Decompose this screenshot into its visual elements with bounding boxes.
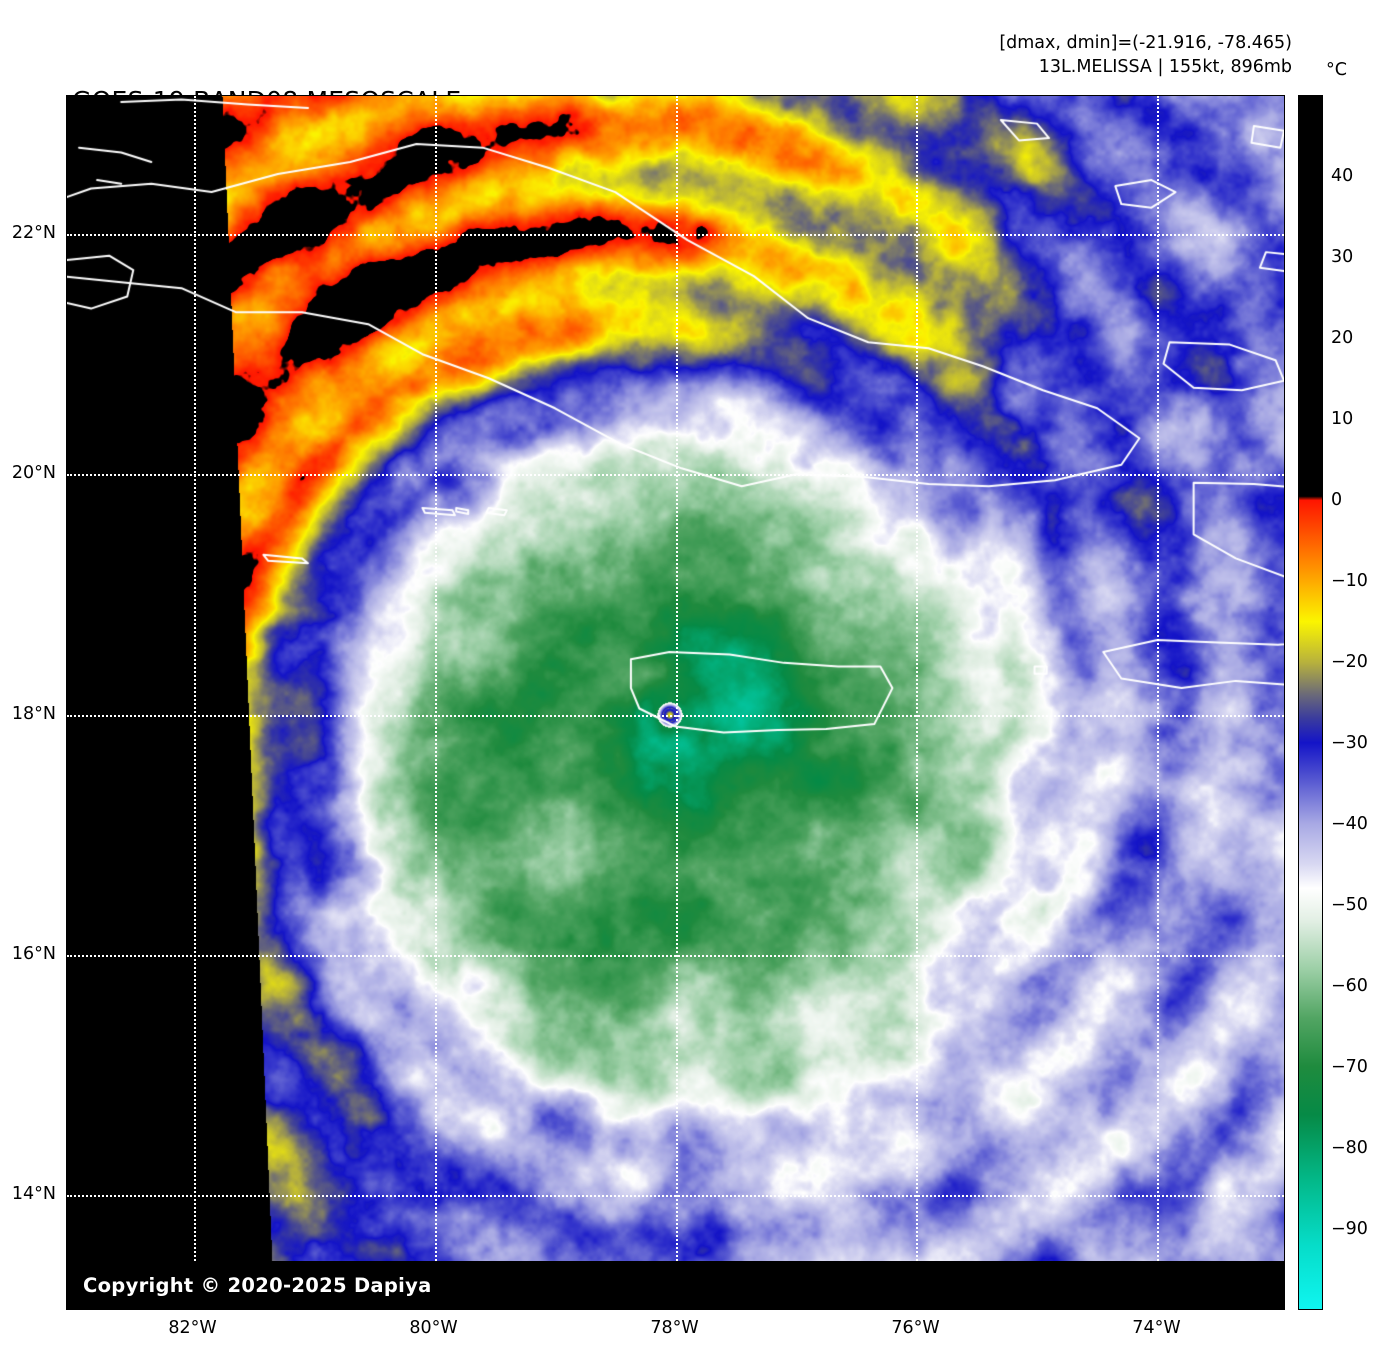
lat-tick-14: 14°N <box>11 1183 56 1204</box>
colorbar-tick-minus70: −70 <box>1331 1057 1368 1077</box>
colorbar-tick-40: 40 <box>1331 166 1354 186</box>
lat-tick-20: 20°N <box>11 463 56 484</box>
lon-tick-minus78: 78°W <box>650 1318 699 1338</box>
lon-tick-minus74: 74°W <box>1132 1318 1181 1338</box>
lon-tick-minus80: 80°W <box>409 1318 458 1338</box>
colorbar-unit-label: °C <box>1326 60 1347 80</box>
copyright-label: Copyright © 2020-2025 Dapiya <box>83 1274 432 1297</box>
colorbar-tick-minus20: −20 <box>1331 652 1368 672</box>
colorbar-gradient <box>1299 96 1322 1309</box>
colorbar-tick-30: 30 <box>1331 247 1354 267</box>
colorbar-tick-minus60: −60 <box>1331 976 1368 996</box>
data-minmax-label: [dmax, dmin]=(-21.916, -78.465) <box>999 33 1292 53</box>
colorbar-tick-minus10: −10 <box>1331 571 1368 591</box>
colorbar-tick-10: 10 <box>1331 409 1354 429</box>
satellite-imagery-canvas <box>67 96 1284 1309</box>
lon-tick-minus76: 76°W <box>891 1318 940 1338</box>
copyright-band: Copyright © 2020-2025 Dapiya <box>67 1261 1284 1309</box>
colorbar-tick-minus80: −80 <box>1331 1138 1368 1158</box>
storm-info-label: 13L.MELISSA | 155kt, 896mb <box>1038 57 1292 77</box>
lat-tick-22: 22°N <box>11 223 56 244</box>
lat-tick-16: 16°N <box>11 943 56 964</box>
colorbar-tick-20: 20 <box>1331 328 1354 348</box>
lon-tick-minus82: 82°W <box>168 1318 217 1338</box>
header-right-block: [dmax, dmin]=(-21.916, -78.465) 13L.MELI… <box>999 31 1292 79</box>
satellite-image-panel[interactable]: Copyright © 2020-2025 Dapiya <box>66 95 1285 1310</box>
colorbar[interactable] <box>1298 95 1323 1310</box>
colorbar-tick-minus30: −30 <box>1331 733 1368 753</box>
lat-tick-18: 18°N <box>11 703 56 724</box>
colorbar-tick-minus40: −40 <box>1331 814 1368 834</box>
colorbar-tick-minus90: −90 <box>1331 1219 1368 1239</box>
colorbar-tick-minus50: −50 <box>1331 895 1368 915</box>
colorbar-tick-0: 0 <box>1331 490 1343 510</box>
